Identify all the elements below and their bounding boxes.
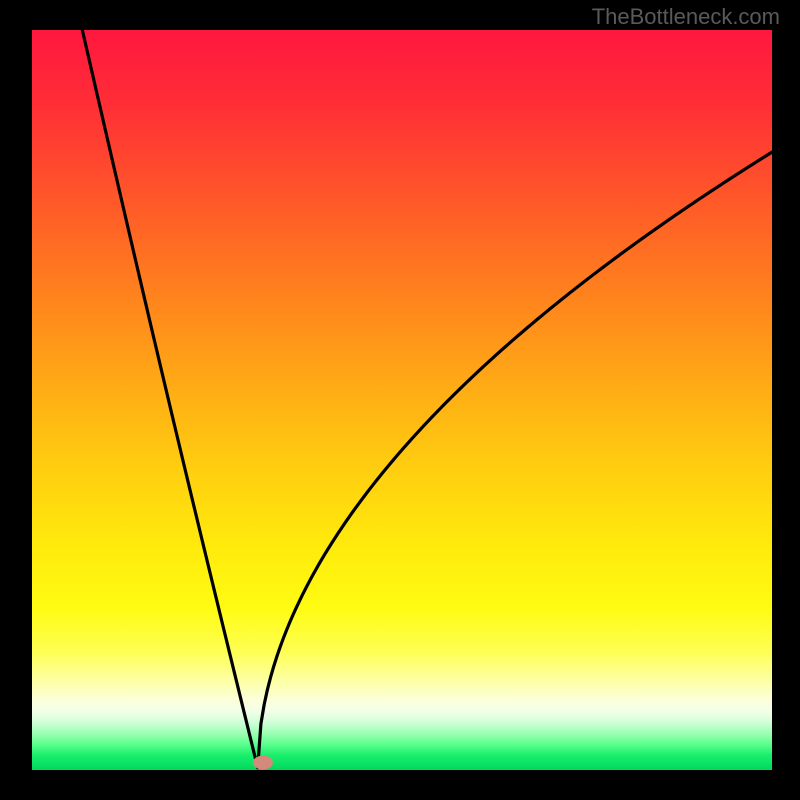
plot-area [32, 30, 772, 770]
bottleneck-curve-svg [32, 30, 772, 770]
bottleneck-curve-path [82, 30, 772, 768]
watermark-text: TheBottleneck.com [592, 4, 780, 30]
optimum-marker [253, 756, 273, 770]
stage: TheBottleneck.com [0, 0, 800, 800]
